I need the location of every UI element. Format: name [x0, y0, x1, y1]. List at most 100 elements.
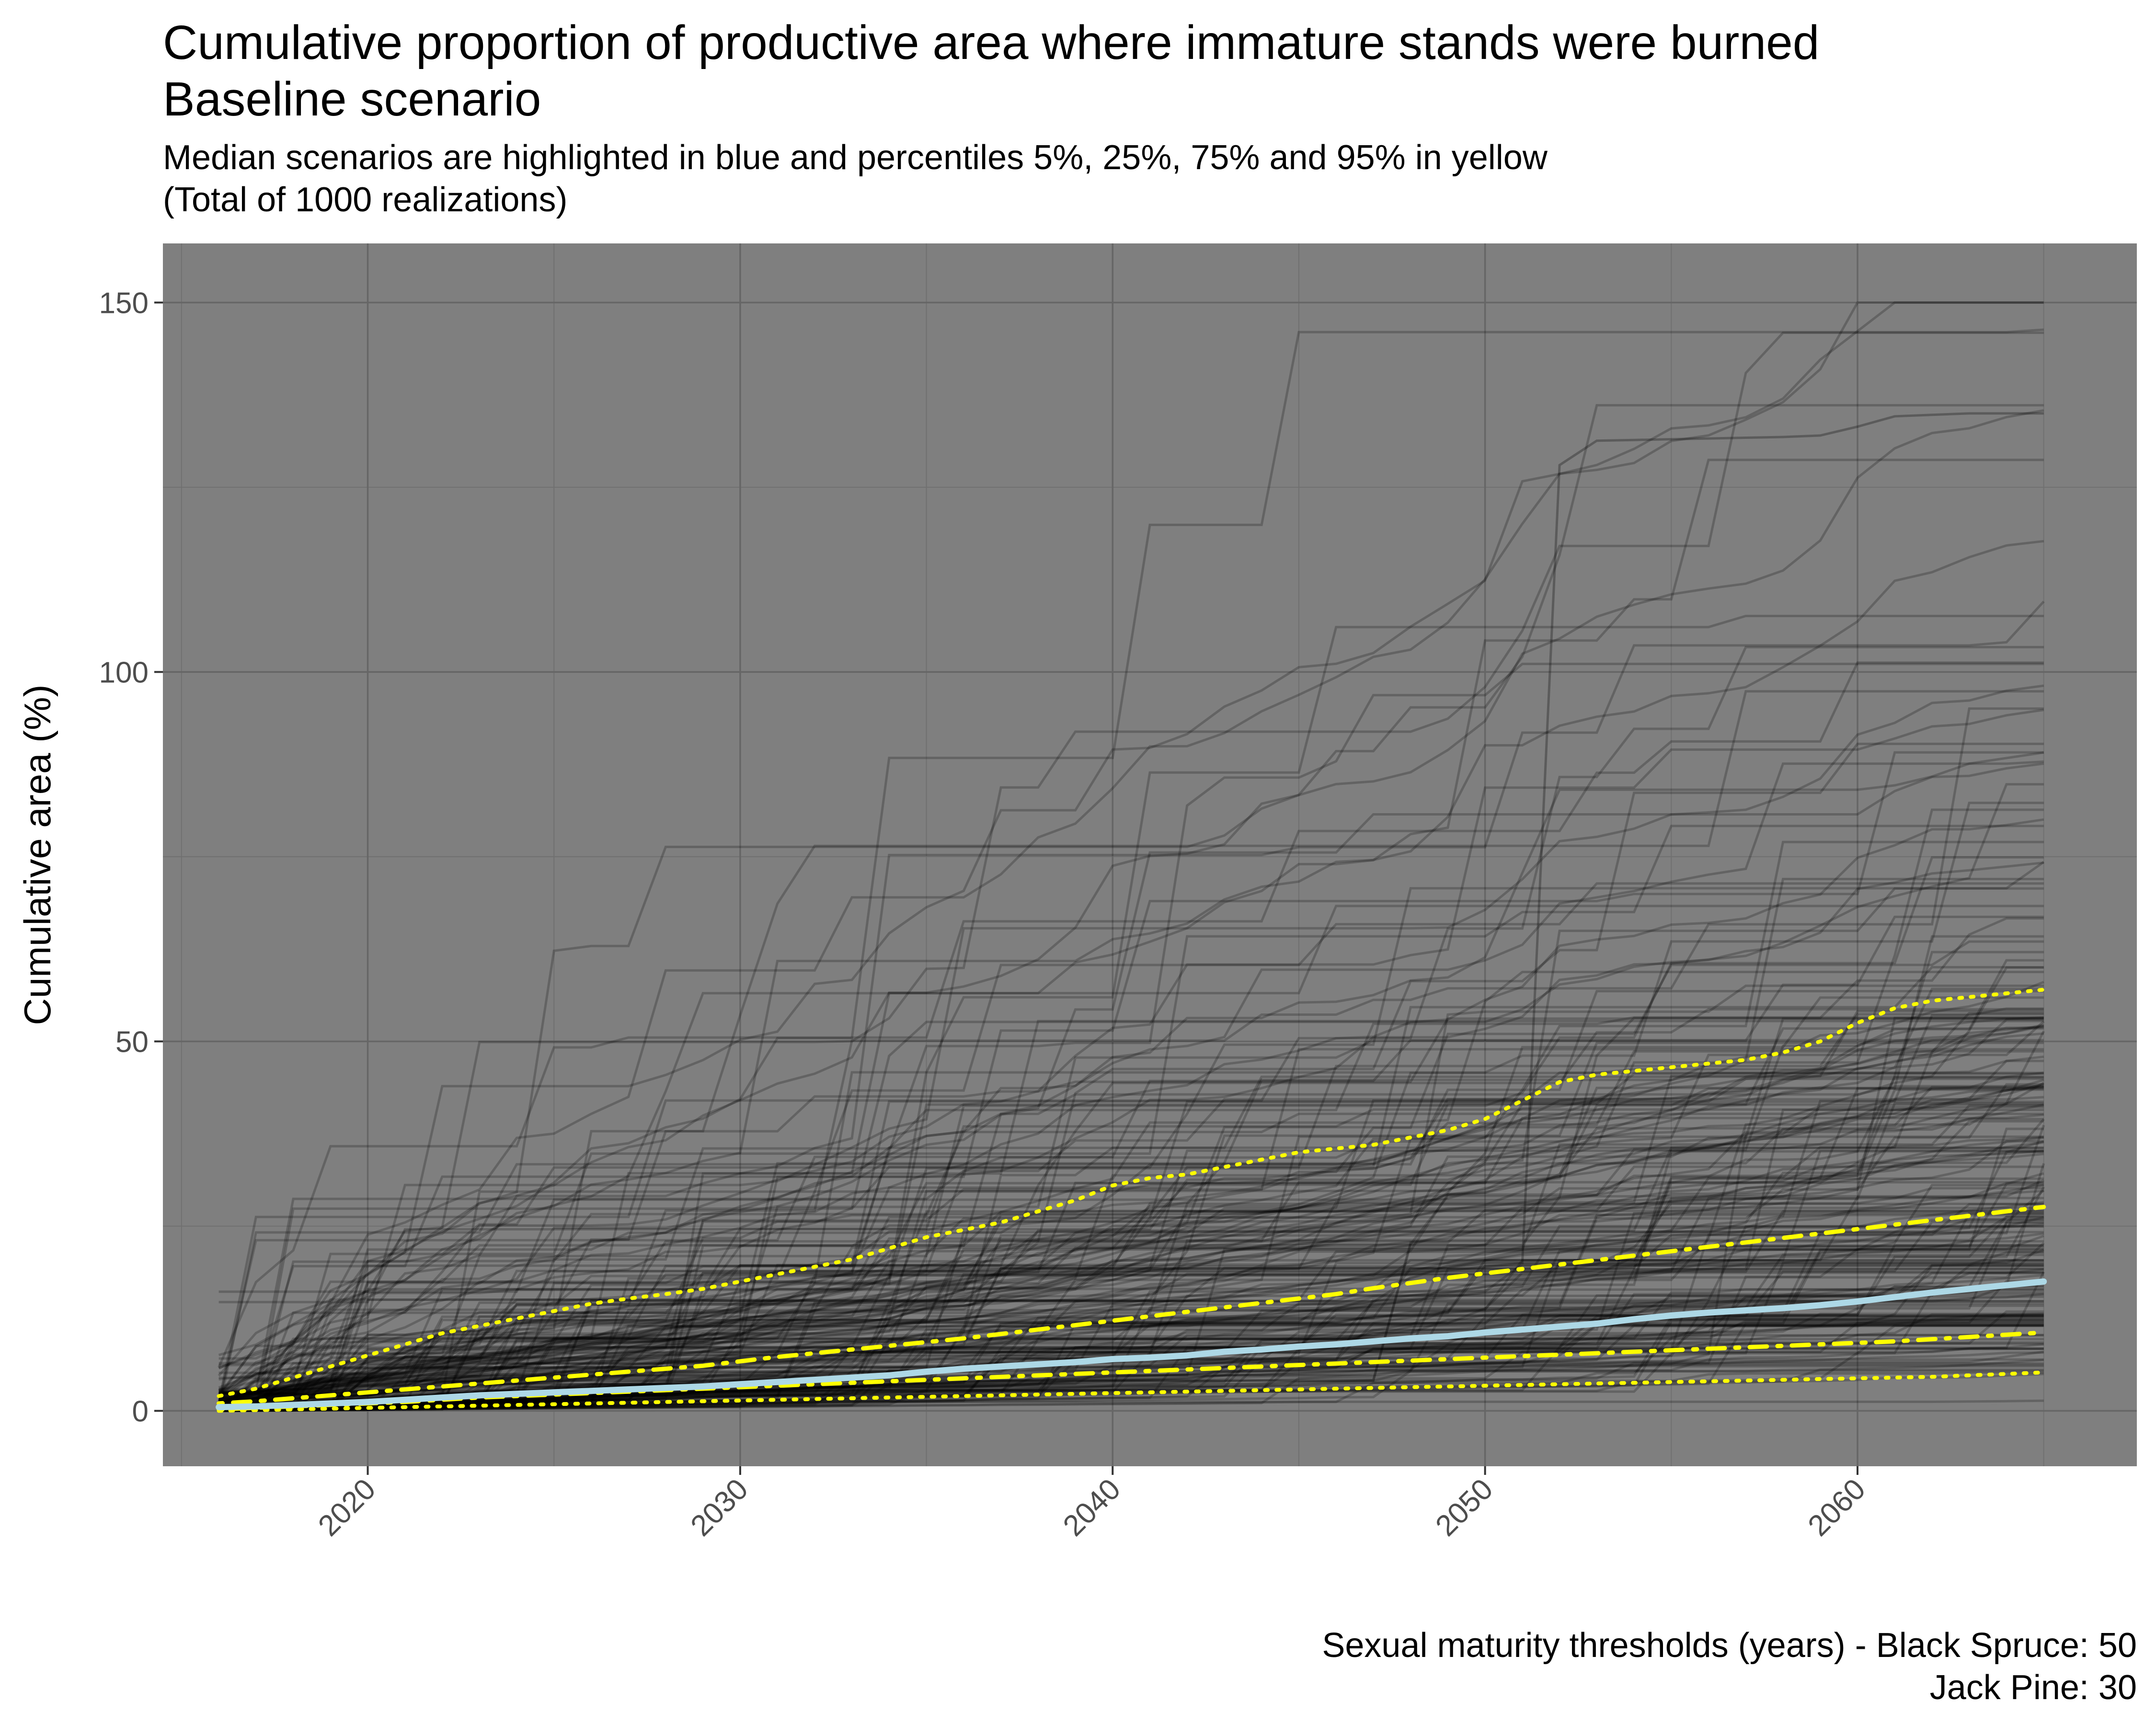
y-tick-label-100: 100 [99, 656, 149, 689]
chart-title: Cumulative proportion of productive area… [163, 14, 1819, 127]
realization-line [218, 1020, 2045, 1407]
realization-line [218, 1118, 2045, 1412]
realization-line [218, 1280, 2044, 1412]
realization-line [218, 1232, 2044, 1409]
realization-line [218, 1086, 2044, 1396]
realization-line [218, 1181, 2044, 1412]
realization-line [218, 1018, 2044, 1402]
realization-line [218, 1230, 2044, 1412]
realization-line [218, 1050, 2044, 1406]
realization-line [218, 1186, 2045, 1412]
realization-line [218, 1084, 2044, 1395]
realization-line [218, 1087, 2044, 1399]
realization-line [218, 1363, 2044, 1412]
y-tick-label-0: 0 [132, 1395, 149, 1428]
realization-line [218, 1013, 2044, 1395]
plot-panel [163, 243, 2137, 1466]
realization-line [218, 1016, 2044, 1395]
series-line-median [216, 1278, 2047, 1411]
realization-line [218, 1008, 2044, 1406]
realization-line [218, 1027, 2044, 1407]
realization-line [218, 1150, 2044, 1399]
realization-line [218, 1017, 2044, 1407]
realization-line [218, 1024, 2044, 1395]
realization-line [218, 540, 2044, 1367]
realization-line [218, 1055, 2044, 1395]
realization-line [218, 882, 2044, 1412]
realization-line [218, 996, 2044, 1402]
realization-line [218, 1243, 2044, 1412]
chart-caption-line-1: Sexual maturity thresholds (years) - Bla… [1322, 1626, 2137, 1665]
realization-line [218, 1207, 2044, 1412]
realization-line [218, 1225, 2044, 1409]
chart-caption: Sexual maturity thresholds (years) - Bla… [1322, 1624, 2137, 1709]
realization-line [218, 1149, 2044, 1412]
realization-line [218, 1234, 2044, 1412]
realization-line [218, 1320, 2044, 1412]
realization-line [218, 1293, 2044, 1412]
highlight-lines [216, 988, 2047, 1413]
realization-line [218, 1334, 2044, 1410]
realization-line [218, 783, 2044, 1397]
realization-line [218, 1165, 2044, 1412]
realization-line [218, 1399, 2044, 1412]
realization-line [218, 1086, 2044, 1403]
realization-line [218, 808, 2044, 1303]
realization-line [218, 709, 2044, 1398]
realization-line [218, 1320, 2044, 1412]
series-line-p75 [217, 1205, 2046, 1406]
realization-line [218, 1323, 2044, 1412]
realization-line [218, 1075, 2044, 1412]
realization-line [218, 1324, 2044, 1403]
realization-line [218, 1314, 2044, 1412]
chart-title-line-2: Baseline scenario [163, 72, 541, 126]
realization-line [218, 1147, 2044, 1412]
realization-line [218, 1007, 2044, 1406]
realization-line [218, 690, 2044, 1412]
x-tick-label-2050: 2050 [1429, 1472, 1499, 1542]
realization-line [218, 1216, 2044, 1412]
realization-line [218, 1285, 2044, 1408]
chart-title-line-1: Cumulative proportion of productive area… [163, 16, 1820, 69]
realization-line [218, 1114, 2044, 1400]
realization-line [218, 1300, 2044, 1412]
realization-lines [218, 301, 2045, 1412]
realization-line [218, 1081, 2044, 1403]
realization-line [218, 1369, 2044, 1412]
realization-line [218, 959, 2044, 1398]
realization-line [218, 1365, 2044, 1412]
realization-line [218, 818, 2044, 1379]
realization-line [218, 1259, 2044, 1409]
realization-line [218, 1071, 2044, 1392]
realization-line [218, 1048, 2044, 1374]
realization-line [218, 916, 2044, 1394]
realization-line [218, 1268, 2044, 1412]
realization-line [218, 663, 2044, 1396]
realization-line [218, 1322, 2044, 1412]
realization-line [218, 1172, 2044, 1412]
realization-line [218, 1103, 2044, 1406]
realization-line [218, 301, 2044, 1377]
x-tick-label-2040: 2040 [1057, 1472, 1127, 1542]
realization-line [218, 951, 2044, 1408]
realization-line [218, 1362, 2044, 1412]
realization-line [218, 1259, 2044, 1412]
realization-line [218, 1026, 2044, 1404]
realization-line [218, 1310, 2044, 1412]
realization-line [218, 1242, 2045, 1412]
realization-line [218, 646, 2044, 1403]
realization-line [218, 751, 2044, 1402]
realization-line [218, 1016, 2044, 1392]
realization-line [218, 1248, 2044, 1412]
realization-line [218, 1150, 2044, 1412]
realization-line [218, 1032, 2044, 1405]
realization-line [218, 661, 2044, 1368]
realization-line [218, 1184, 2044, 1405]
realization-line [218, 990, 2044, 1393]
realization-line [218, 1106, 2044, 1412]
realization-line [218, 1096, 2044, 1394]
realization-line [218, 1189, 2044, 1401]
realization-line [218, 966, 2044, 1412]
realization-line [218, 1216, 2044, 1412]
realization-line [218, 1182, 2044, 1404]
